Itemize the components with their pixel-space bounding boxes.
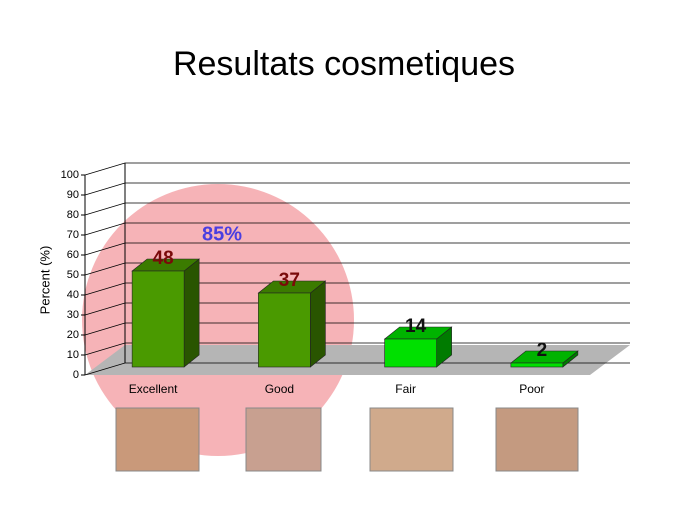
y-tick-label: 30: [67, 309, 79, 321]
bar: [131, 270, 185, 368]
highlight-circle: [82, 184, 354, 456]
y-tick-label: 100: [61, 169, 79, 181]
y-tick-label: 40: [67, 289, 79, 301]
value-label: 37: [279, 270, 300, 291]
y-axis-label: Percent (%): [37, 246, 52, 315]
photos: [115, 407, 579, 472]
x-tick-label: Poor: [519, 382, 544, 396]
photo: [115, 407, 200, 472]
value-label: 14: [405, 316, 427, 337]
y-tick-label: 10: [67, 349, 79, 361]
annotation: 85%: [202, 223, 242, 245]
y-tick-label: 60: [67, 249, 79, 261]
photo: [495, 407, 579, 472]
grid-line: [84, 162, 630, 176]
x-tick-label: Good: [265, 382, 294, 396]
chart-title: Resultats cosmetiques: [173, 45, 515, 83]
x-tick-label: Fair: [395, 382, 416, 396]
floor: [85, 345, 630, 375]
photo: [245, 407, 322, 472]
y-tick-label: 90: [67, 189, 79, 201]
bar-side: [310, 280, 326, 368]
bar: [258, 292, 311, 368]
y-tick-label: 20: [67, 329, 79, 341]
grid-line: [84, 182, 630, 196]
bar: [510, 362, 564, 368]
value-label: 48: [153, 248, 174, 269]
value-label: 2: [537, 340, 548, 361]
y-tick-label: 0: [73, 369, 79, 381]
y-tick-label: 50: [67, 269, 79, 281]
y-tick-label: 70: [67, 229, 79, 241]
y-tick-label: 80: [67, 209, 79, 221]
x-tick-label: Excellent: [129, 382, 178, 396]
bar: [384, 338, 437, 368]
bar-side: [183, 258, 200, 368]
plot-area: 0 10 20 30 40 50 60 70 80 90 100 Excellent 48 Good 37 F…: [61, 162, 630, 396]
photo: [369, 407, 454, 472]
